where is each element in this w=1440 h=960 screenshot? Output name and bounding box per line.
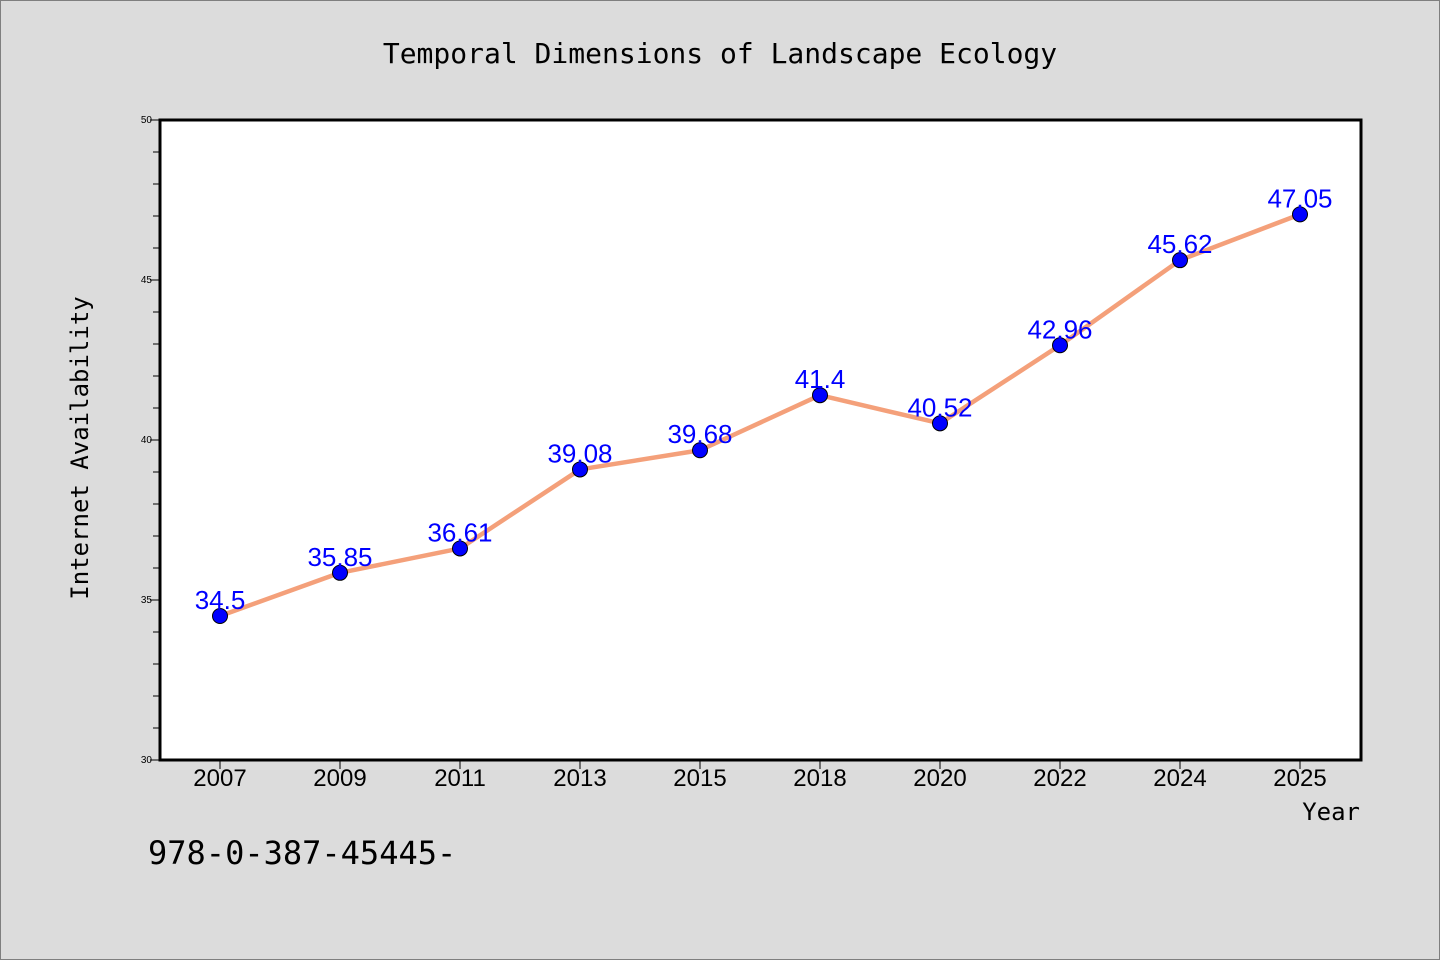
data-label: 40.52	[907, 392, 972, 422]
y-tick-label: 40	[141, 435, 153, 446]
y-axis: 30 35 40 45 50	[141, 115, 160, 766]
x-tick-label: 2024	[1153, 765, 1206, 792]
x-tick-label: 2011	[434, 765, 486, 792]
x-tick-label: 2025	[1273, 765, 1326, 792]
x-tick-label: 2007	[193, 765, 246, 792]
data-point	[332, 564, 348, 581]
x-tick-label: 2020	[913, 765, 966, 792]
x-axis-label: Year	[1302, 798, 1360, 826]
y-tick-label: 30	[141, 755, 153, 766]
x-axis: 2007 2009 2011 2013 2015 2018 2020 2022 2024 2025	[193, 760, 1327, 792]
y-axis-label: Internet Availability	[66, 296, 94, 599]
chart-title: Temporal Dimensions of Landscape Ecology	[383, 37, 1057, 70]
data-label: 39.68	[667, 419, 732, 449]
data-point	[452, 540, 468, 557]
data-label: 41.4	[795, 364, 846, 394]
data-point	[212, 608, 228, 624]
data-label: 36.61	[427, 517, 492, 547]
data-label: 34.5	[195, 585, 246, 615]
x-tick-label: 2015	[673, 765, 726, 792]
y-tick-label: 50	[141, 115, 153, 126]
data-point	[692, 442, 708, 459]
x-tick-label: 2022	[1033, 765, 1086, 792]
data-point	[1172, 252, 1188, 269]
plot-area	[158, 118, 1363, 762]
x-tick-label: 2013	[553, 765, 606, 792]
data-label: 35.85	[307, 542, 372, 572]
data-point	[812, 387, 828, 404]
y-tick-label: 45	[141, 275, 153, 286]
footer-isbn-text: 978-0-387-45445-	[148, 834, 456, 872]
data-labels: 34.5 35.85 36.61 39.08 39.68 41.4 40.52 42.96 45…	[195, 183, 1333, 615]
data-label: 39.08	[547, 438, 612, 468]
data-point	[932, 415, 948, 432]
data-label: 42.96	[1027, 314, 1092, 344]
x-tick-label: 2018	[793, 765, 846, 792]
data-point	[572, 461, 588, 478]
data-point	[1052, 337, 1068, 354]
y-tick-label: 35	[141, 595, 153, 606]
data-label: 47.05	[1267, 183, 1332, 213]
x-tick-label: 2009	[313, 765, 366, 792]
data-label: 45.62	[1147, 229, 1212, 259]
series-markers	[212, 206, 1308, 624]
series-line	[219, 212, 1301, 619]
data-point	[1292, 206, 1308, 223]
